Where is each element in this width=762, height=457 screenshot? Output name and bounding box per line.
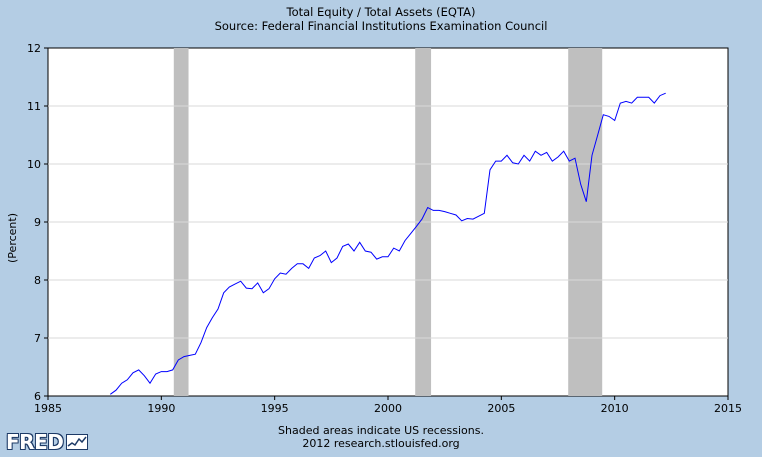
series-layer: [110, 92, 666, 395]
y-tick-label: 10: [27, 158, 41, 171]
x-tick-label: 2015: [714, 402, 742, 415]
axes: 6 7 8 9 10 11 12 1985 1990 1995 2000 2005 2010 2015: [27, 42, 742, 415]
y-tick-label: 7: [34, 332, 41, 345]
y-tick-label: 6: [34, 390, 41, 403]
grid-lines: [48, 105, 728, 339]
x-tick-label: 2000: [374, 402, 402, 415]
y-tick-label: 9: [34, 216, 41, 229]
y-axis-label: (Percent): [6, 213, 19, 263]
recession-note: Shaded areas indicate US recessions.: [278, 424, 484, 437]
mini-chart-icon: [66, 434, 89, 450]
chart-footer: Shaded areas indicate US recessions. 201…: [0, 424, 762, 450]
chart-header: Total Equity / Total Assets (EQTA) Sourc…: [0, 5, 762, 33]
y-tick-label: 8: [34, 274, 41, 287]
x-tick-label: 2010: [601, 402, 629, 415]
credit-text: 2012 research.stlouisfed.org: [302, 437, 460, 450]
fred-logo[interactable]: FRED: [6, 430, 89, 454]
x-tick-label: 1990: [147, 402, 175, 415]
x-tick-label: 2005: [487, 402, 515, 415]
x-tick-label: 1985: [34, 402, 62, 415]
y-tick-label: 12: [27, 42, 41, 55]
x-tick-label: 1995: [261, 402, 289, 415]
series-line: [110, 92, 666, 395]
y-tick-label: 11: [27, 100, 41, 113]
chart-title: Total Equity / Total Assets (EQTA): [286, 5, 476, 19]
line-chart: 6 7 8 9 10 11 12 1985 1990 1995 2000 2005 2010 2015 (…: [6, 42, 742, 415]
fred-logo-text: FRED: [6, 430, 64, 454]
chart-source: Source: Federal Financial Institutions E…: [214, 19, 548, 33]
